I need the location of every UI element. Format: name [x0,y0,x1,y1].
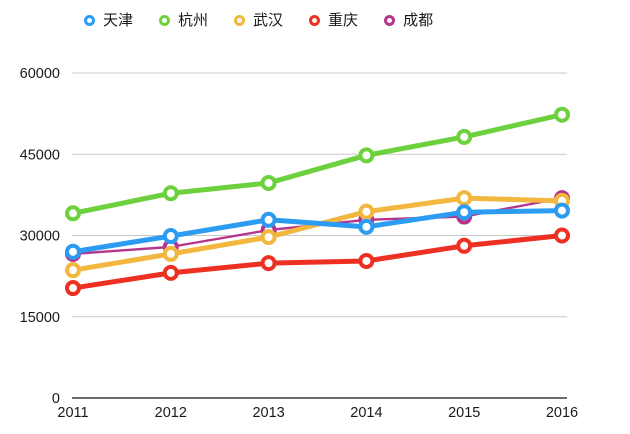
data-point-武汉-2013[interactable] [260,229,277,246]
data-point-杭州-2015[interactable] [456,128,473,145]
legend-item-杭州[interactable]: 杭州 [159,13,208,28]
series-line-杭州 [70,112,565,216]
legend-label: 武汉 [253,12,284,29]
legend-item-天津[interactable]: 天津 [84,13,133,28]
data-point-杭州-2014[interactable] [358,147,375,164]
data-point-杭州-2011[interactable] [65,205,81,222]
legend-label: 重庆 [328,12,359,29]
legend-ring-icon [84,15,95,26]
legend-ring-icon [159,15,171,26]
y-tick-label: 15000 [20,310,60,326]
y-tick-label: 0 [52,391,60,407]
data-point-重庆-2011[interactable] [65,280,81,297]
data-point-重庆-2013[interactable] [260,255,277,272]
legend-label: 成都 [403,12,434,29]
data-point-天津-2011[interactable] [65,243,81,260]
legend-item-成都[interactable]: 成都 [384,13,433,28]
data-point-杭州-2012[interactable] [162,185,179,202]
data-point-天津-2014[interactable] [358,218,375,235]
legend-ring-icon [234,15,246,26]
data-point-天津-2013[interactable] [260,211,277,228]
legend-item-武汉[interactable]: 武汉 [234,13,283,28]
series-line-重庆 [70,233,565,291]
data-point-重庆-2012[interactable] [162,264,179,281]
data-point-杭州-2016[interactable] [554,106,570,123]
data-point-重庆-2016[interactable] [554,227,570,244]
data-point-武汉-2011[interactable] [65,262,81,279]
data-point-杭州-2013[interactable] [260,174,277,191]
data-point-重庆-2014[interactable] [358,252,375,269]
y-tick-label: 60000 [20,66,60,82]
y-tick-label: 30000 [20,229,60,245]
series-line-天津 [70,208,565,255]
data-point-武汉-2012[interactable] [162,245,179,262]
data-point-重庆-2015[interactable] [456,237,473,254]
chart-legend: 天津 杭州 武汉 重庆 成都 [84,13,433,28]
data-point-天津-2012[interactable] [162,228,179,245]
legend-item-重庆[interactable]: 重庆 [309,13,358,28]
data-point-天津-2016[interactable] [554,202,570,219]
y-tick-label: 45000 [20,147,60,163]
x-tick-label: 2015 [448,405,480,421]
legend-label: 杭州 [178,12,209,29]
series-line-武汉 [70,195,565,273]
legend-ring-icon [384,15,396,26]
x-tick-label: 2016 [546,405,578,421]
legend-ring-icon [309,15,321,26]
data-point-武汉-2014[interactable] [358,203,375,220]
x-tick-label: 2011 [57,405,88,421]
legend-label: 天津 [103,12,134,29]
data-point-武汉-2015[interactable] [456,190,473,207]
x-tick-label: 2013 [252,405,284,421]
x-tick-label: 2014 [350,405,382,421]
x-tick-label: 2012 [155,405,187,421]
data-point-天津-2015[interactable] [456,204,473,221]
